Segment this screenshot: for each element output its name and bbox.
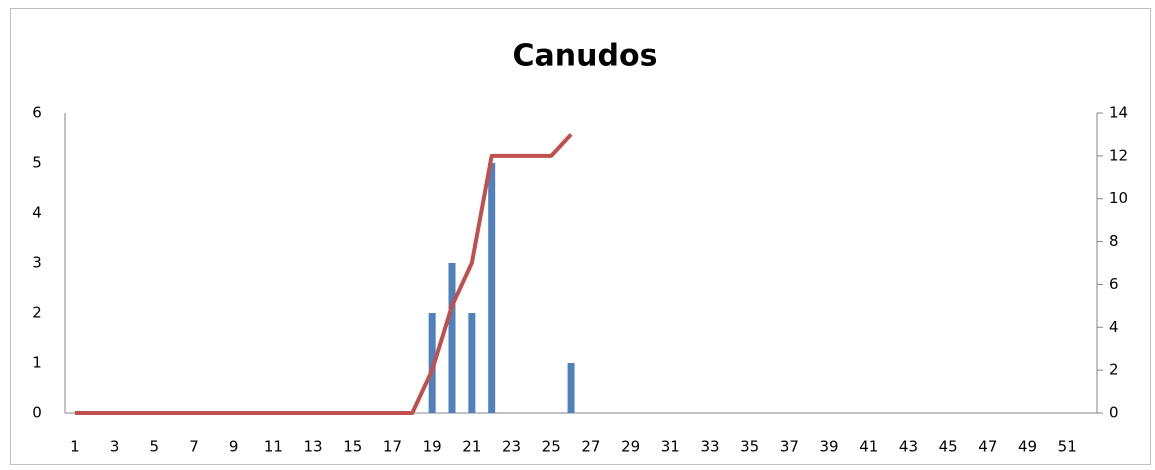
x-tick-label: 27 [581,438,600,456]
x-tick-label: 41 [859,438,878,456]
chart-border [10,8,1151,465]
x-tick-label: 5 [150,438,160,456]
x-tick-label: 39 [820,438,839,456]
x-tick-label: 25 [542,438,561,456]
y-tick-label: 1 [32,354,42,372]
x-tick-label: 43 [899,438,918,456]
y2-tick-label: 12 [1109,146,1128,164]
y2-tick-label: 8 [1109,232,1119,250]
x-tick-label: 7 [189,438,199,456]
line [74,133,573,415]
x-tick-label: 29 [621,438,640,456]
y-tick-label: 0 [32,404,42,422]
y-tick-label: 4 [32,204,42,222]
y2-tick-label: 0 [1109,404,1119,422]
x-tick-label: 1 [70,438,80,456]
chart-title: Canudos [513,39,658,74]
bar [448,263,456,413]
x-tick-label: 47 [978,438,997,456]
x-tick-label: 3 [110,438,120,456]
x-tick-label: 45 [939,438,958,456]
y2-tick-label: 10 [1109,189,1128,207]
bar [428,313,436,413]
x-tick-label: 37 [780,438,799,456]
y2-tick-label: 2 [1109,361,1119,379]
y2-tick-label: 14 [1109,104,1128,122]
x-tick-label: 49 [1018,438,1037,456]
x-tick-label: 31 [661,438,680,456]
x-tick-label: 23 [502,438,521,456]
bar [468,313,476,413]
bar [488,163,496,413]
x-tick-label: 19 [423,438,442,456]
x-tick-label: 13 [304,438,323,456]
y2-tick-label: 6 [1109,275,1119,293]
x-tick-label: 51 [1058,438,1077,456]
x-tick-label: 17 [383,438,402,456]
y-tick-label: 5 [32,154,42,172]
y2-tick-label: 4 [1109,318,1119,336]
y-tick-label: 2 [32,304,42,322]
x-tick-label: 33 [700,438,719,456]
y-tick-label: 6 [32,104,42,122]
x-tick-label: 11 [264,438,283,456]
bar [567,363,575,413]
x-tick-label: 35 [740,438,759,456]
x-tick-label: 15 [343,438,362,456]
x-tick-label: 9 [229,438,239,456]
y-tick-label: 3 [32,254,42,272]
x-tick-label: 21 [462,438,481,456]
